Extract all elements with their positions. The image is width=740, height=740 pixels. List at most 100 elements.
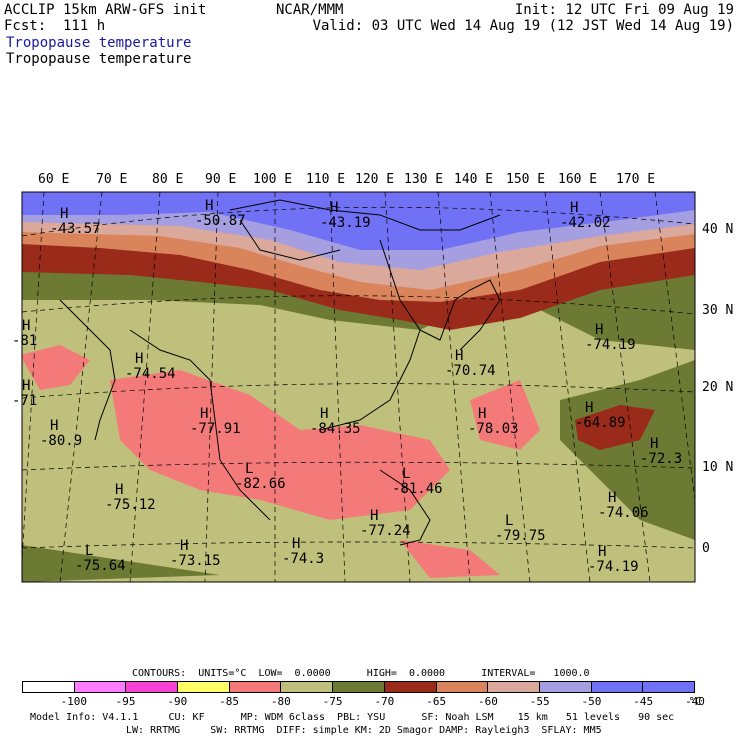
footer-physics-info: LW: RRTMG SW: RRTMG DIFF: simple KM: 2D … (126, 725, 602, 736)
legend-swatch (643, 682, 694, 692)
center-marker: H (370, 508, 378, 524)
center-marker: H (200, 406, 208, 422)
center-marker: H (50, 418, 58, 434)
legend-swatch (384, 682, 437, 692)
center-value: -81 (12, 333, 37, 349)
olive-east (560, 360, 695, 540)
salmon-philippine-sea (470, 380, 540, 450)
center-value: -77.91 (190, 421, 241, 437)
legend-tick-label: -55 (529, 695, 550, 708)
center-value: -43.57 (50, 221, 101, 237)
center-value: -64.89 (575, 415, 626, 431)
center-marker: H (22, 318, 30, 334)
center-value: -70.74 (445, 363, 496, 379)
lon-label: 100 E (253, 172, 293, 187)
legend-tick-label: -80 (270, 695, 291, 708)
model-title: ACCLIP 15km ARW-GFS init (4, 2, 207, 18)
center-marker: L (85, 543, 93, 559)
legend-tick-label: -95 (115, 695, 136, 708)
center-value: -50.87 (195, 213, 246, 229)
salmon-core (110, 370, 450, 520)
lon-label: 70 E (96, 172, 128, 187)
graticule (21, 191, 696, 583)
forecast-hour: Fcst: 111 h (4, 18, 106, 34)
salmon-west (22, 345, 90, 390)
salmon-south (400, 540, 500, 578)
legend-tick-label: -40 (685, 695, 705, 708)
center-value: -75.64 (75, 558, 126, 574)
center-marker: H (292, 536, 300, 552)
center-marker: H (22, 378, 30, 394)
field-name-1: Tropopause temperature (6, 35, 192, 51)
center-marker: H (135, 351, 143, 367)
legend-tick-label: -50 (581, 695, 602, 708)
coastlines (59, 199, 501, 546)
legend-swatch (488, 682, 540, 692)
center-marker: H (60, 206, 68, 222)
legend-swatch (229, 682, 282, 692)
center-name: NCAR/MMM (276, 2, 344, 18)
init-time: Init: 12 UTC Fri 09 Aug 19 (514, 2, 734, 18)
center-value: -78.03 (468, 421, 519, 437)
map-border (21, 191, 696, 583)
legend-tick-label: -75 (322, 695, 343, 708)
center-marker: L (505, 513, 513, 529)
center-value: -81.46 (392, 481, 443, 497)
center-value: -74.54 (125, 366, 176, 382)
lat-label: 10 N (702, 460, 734, 475)
legend-swatch (539, 682, 592, 692)
color-legend (22, 681, 695, 693)
contours-info: CONTOURS: UNITS=°C LOW= 0.0000 HIGH= 0.0… (132, 668, 590, 679)
legend-swatch (436, 682, 489, 692)
field-name-2: Tropopause temperature (6, 51, 192, 67)
legend-swatch (281, 682, 334, 692)
center-marker: H (650, 436, 658, 452)
center-value: -82.66 (235, 476, 286, 492)
center-marker: L (245, 461, 253, 477)
legend-swatch (74, 682, 127, 692)
center-value: -79.75 (495, 528, 546, 544)
legend-swatch (126, 682, 179, 692)
center-value: -80.9 (40, 433, 82, 449)
center-value: -72.3 (640, 451, 682, 467)
lon-label: 160 E (558, 172, 598, 187)
lon-label: 150 E (506, 172, 546, 187)
center-value: -77.24 (360, 523, 411, 539)
warm-patch-east (575, 405, 655, 450)
legend-swatch (178, 682, 230, 692)
center-value: -74.06 (598, 505, 649, 521)
field-shading (22, 192, 695, 582)
legend-tick-label: -65 (426, 695, 447, 708)
lat-label: 0 (702, 541, 710, 556)
map-plot: H-43.57H-50.87H-43.19H-42.02H-74.19H-70.… (12, 191, 696, 583)
legend-tick-label: -90 (167, 695, 188, 708)
lon-label: 90 E (205, 172, 237, 187)
center-value: -43.19 (320, 215, 371, 231)
lat-label: 40 N (702, 222, 734, 237)
center-marker: H (478, 406, 486, 422)
legend-tick-label: °C (688, 695, 702, 708)
center-marker: H (595, 322, 603, 338)
hl-label-layer: H-43.57H-50.87H-43.19H-42.02H-74.19H-70.… (12, 198, 682, 575)
center-value: -71 (12, 393, 37, 409)
center-marker: H (455, 348, 463, 364)
legend-tick-label: -45 (633, 695, 654, 708)
lon-label: 110 E (306, 172, 346, 187)
center-marker: H (598, 544, 606, 560)
lon-label: 130 E (404, 172, 444, 187)
center-value: -73.15 (170, 553, 221, 569)
lon-label: 60 E (38, 172, 70, 187)
center-marker: H (115, 482, 123, 498)
center-marker: H (570, 200, 578, 216)
lon-label: 170 E (616, 172, 656, 187)
legend-swatch (23, 682, 75, 692)
center-marker: H (180, 538, 188, 554)
lat-label: 30 N (702, 303, 734, 318)
center-marker: L (402, 466, 410, 482)
lon-label: 120 E (355, 172, 395, 187)
center-marker: H (320, 406, 328, 422)
center-marker: H (205, 198, 213, 214)
center-value: -84.35 (310, 421, 361, 437)
lon-label: 80 E (152, 172, 184, 187)
legend-tick-label: -70 (374, 695, 395, 708)
